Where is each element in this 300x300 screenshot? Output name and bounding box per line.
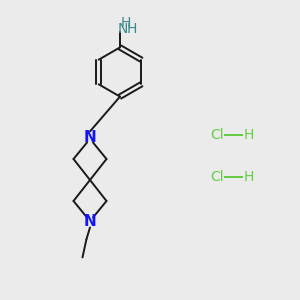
Text: H: H bbox=[120, 16, 130, 30]
Text: Cl: Cl bbox=[210, 170, 224, 184]
Text: H: H bbox=[244, 128, 254, 142]
Text: Cl: Cl bbox=[210, 128, 224, 142]
Text: H: H bbox=[126, 22, 136, 36]
Text: N: N bbox=[118, 22, 128, 36]
Text: N: N bbox=[84, 214, 96, 230]
Text: H: H bbox=[244, 170, 254, 184]
Text: N: N bbox=[84, 130, 96, 146]
